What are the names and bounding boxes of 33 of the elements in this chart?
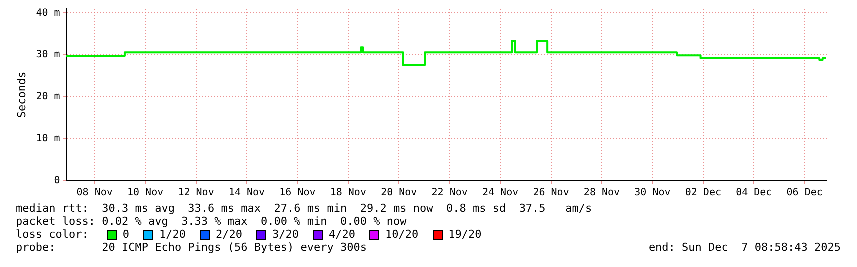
y-tick-label: 0 <box>54 176 60 187</box>
x-tick-label: 26 Nov <box>533 188 570 199</box>
text: median rtt: 30.3 ms avg 33.6 ms max 27.6 ms min 29.2 ms now 0.8 ms sd 37.5 am/s <box>16 202 594 215</box>
x-tick-label: 24 Nov <box>482 188 519 199</box>
x-tick-label: 16 Nov <box>280 188 316 199</box>
legend-label: 1/20 <box>159 228 186 241</box>
y-tick-label: 20 m <box>36 92 60 103</box>
legend-label: 3/20 <box>272 228 299 241</box>
text: packet loss: 0.02 % avg 3.33 % max 0.00 % min 0.00 % now <box>16 215 408 228</box>
legend-title: loss color: <box>16 228 89 241</box>
x-tick-label: 12 Nov <box>178 188 214 199</box>
legend-label: 10/20 <box>385 228 419 241</box>
legend-label: 0 <box>122 228 130 241</box>
x-tick-label: 28 Nov <box>584 188 620 199</box>
x-tick-label: 30 Nov <box>634 188 671 199</box>
x-tick-label: 10 Nov <box>127 188 164 199</box>
y-tick-label: 10 m <box>36 134 60 145</box>
text: end: Sun Dec 7 08:58:43 2025 <box>648 241 841 254</box>
x-tick-label: 18 Nov <box>330 188 366 199</box>
x-tick-label: 22 Nov <box>432 188 468 199</box>
legend-label: 19/20 <box>448 228 482 241</box>
x-tick-label: 06 Dec <box>786 188 823 199</box>
x-tick-label: 02 Dec <box>685 188 722 199</box>
legend-label: 4/20 <box>328 228 356 241</box>
x-tick-label: 04 Dec <box>736 188 772 199</box>
x-tick-label: 08 Nov <box>76 188 113 199</box>
x-tick-label: 14 Nov <box>228 188 266 199</box>
legend-label: 2/20 <box>216 228 242 241</box>
y-tick-label: 40 m <box>36 8 60 19</box>
y-axis-title: Seconds <box>15 72 28 118</box>
x-tick-label: 20 Nov <box>381 188 418 199</box>
y-tick-label: 30 m <box>36 50 60 61</box>
text: probe: 20 ICMP Echo Pings (56 Bytes) every 300s <box>16 241 367 254</box>
